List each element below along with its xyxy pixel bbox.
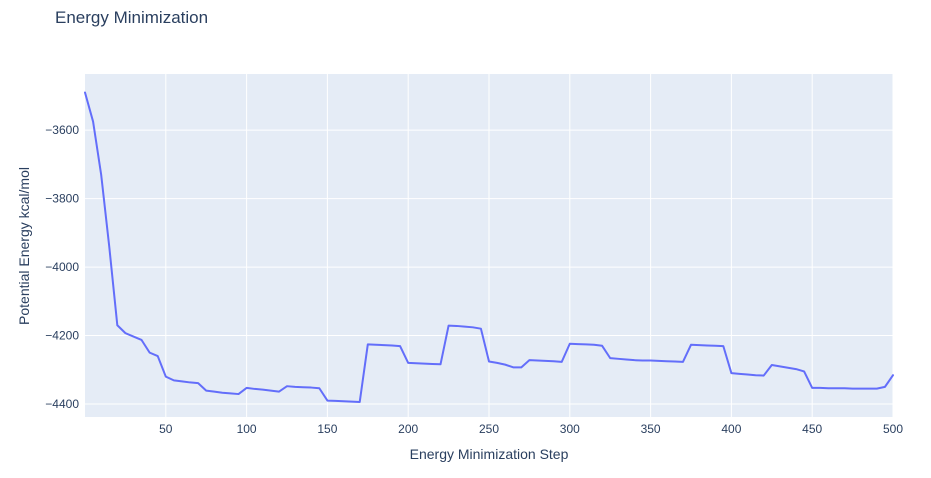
- energy-line: [84, 91, 894, 403]
- y-tick-label: −3800: [45, 192, 79, 206]
- x-tick-label: 450: [802, 422, 822, 436]
- x-tick-label: 50: [159, 422, 173, 436]
- x-tick-label: 200: [398, 422, 418, 436]
- gridlines: [85, 74, 894, 417]
- x-tick-labels: 50 100 150 200 250 300 350 400 450 500: [159, 422, 903, 436]
- x-tick-label: 100: [237, 422, 257, 436]
- x-tick-label: 300: [560, 422, 580, 436]
- y-axis-title: Potential Energy kcal/mol: [16, 167, 32, 325]
- y-tick-label: −4200: [45, 329, 79, 343]
- y-tick-labels: −4400 −4200 −4000 −3800 −3600: [45, 123, 79, 411]
- x-tick-label: 150: [317, 422, 337, 436]
- potential-energy-trace: [84, 91, 894, 403]
- y-tick-label: −3600: [45, 123, 79, 137]
- x-tick-label: 400: [721, 422, 741, 436]
- x-tick-label: 350: [641, 422, 661, 436]
- x-axis-title: Energy Minimization Step: [409, 446, 569, 462]
- x-tick-label: 250: [479, 422, 499, 436]
- y-tick-label: −4400: [45, 397, 79, 411]
- y-tick-label: −4000: [45, 260, 79, 274]
- x-tick-label: 500: [883, 422, 903, 436]
- chart-title: Energy Minimization: [55, 8, 209, 27]
